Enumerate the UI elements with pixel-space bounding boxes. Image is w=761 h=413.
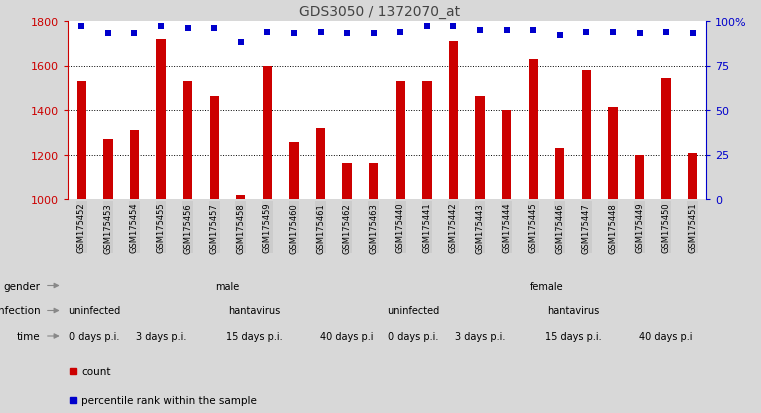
Text: hantavirus: hantavirus — [228, 306, 280, 316]
Bar — [209, 96, 219, 199]
Bar — [581, 71, 591, 199]
Point — [341, 31, 353, 38]
Text: count: count — [81, 366, 111, 375]
Point — [554, 33, 566, 40]
Bar — [688, 154, 697, 199]
Bar — [396, 82, 405, 199]
Text: gender: gender — [4, 281, 41, 291]
Bar — [289, 143, 298, 199]
Bar — [157, 40, 166, 199]
Text: 3 days p.i.: 3 days p.i. — [136, 331, 186, 341]
Point — [474, 28, 486, 34]
Text: 3 days p.i.: 3 days p.i. — [455, 331, 505, 341]
Text: 15 days p.i.: 15 days p.i. — [545, 331, 601, 341]
Point — [208, 26, 220, 32]
Bar — [555, 148, 565, 199]
Text: 40 days p.i: 40 days p.i — [639, 331, 693, 341]
Text: percentile rank within the sample: percentile rank within the sample — [81, 395, 257, 405]
Text: 15 days p.i.: 15 days p.i. — [226, 331, 282, 341]
Bar — [342, 164, 352, 199]
Bar — [476, 96, 485, 199]
Point — [660, 29, 672, 36]
Bar — [316, 128, 325, 199]
Point — [581, 29, 593, 36]
Point — [421, 24, 433, 31]
Point — [607, 29, 619, 36]
Bar — [103, 140, 113, 199]
Bar — [77, 82, 86, 199]
Point — [527, 28, 540, 34]
Bar — [422, 82, 431, 199]
Point — [182, 26, 194, 32]
Point — [155, 24, 167, 31]
Point — [394, 29, 406, 36]
Bar — [449, 42, 458, 199]
Text: male: male — [215, 281, 240, 291]
Point — [288, 31, 300, 38]
Bar — [635, 155, 645, 199]
Point — [75, 24, 88, 31]
Point — [129, 31, 141, 38]
Bar — [502, 111, 511, 199]
Bar — [369, 164, 378, 199]
Point — [501, 28, 513, 34]
Point — [686, 31, 699, 38]
Text: female: female — [530, 281, 563, 291]
Bar — [263, 66, 272, 199]
Bar — [608, 107, 618, 199]
Text: 40 days p.i: 40 days p.i — [320, 331, 374, 341]
Bar — [183, 82, 193, 199]
Text: GDS3050 / 1372070_at: GDS3050 / 1372070_at — [299, 5, 460, 19]
Text: uninfected: uninfected — [68, 306, 121, 316]
Bar — [130, 131, 139, 199]
Point — [234, 40, 247, 47]
Point — [102, 31, 114, 38]
Bar — [661, 78, 670, 199]
Bar — [529, 60, 538, 199]
Text: 0 days p.i.: 0 days p.i. — [388, 331, 439, 341]
Point — [447, 24, 460, 31]
Text: uninfected: uninfected — [387, 306, 440, 316]
Text: hantavirus: hantavirus — [547, 306, 599, 316]
Point — [314, 29, 326, 36]
Point — [633, 31, 645, 38]
Text: infection: infection — [0, 306, 41, 316]
Text: time: time — [18, 331, 41, 341]
Text: 0 days p.i.: 0 days p.i. — [69, 331, 119, 341]
Point — [368, 31, 380, 38]
Bar — [236, 195, 246, 199]
Point — [261, 29, 273, 36]
